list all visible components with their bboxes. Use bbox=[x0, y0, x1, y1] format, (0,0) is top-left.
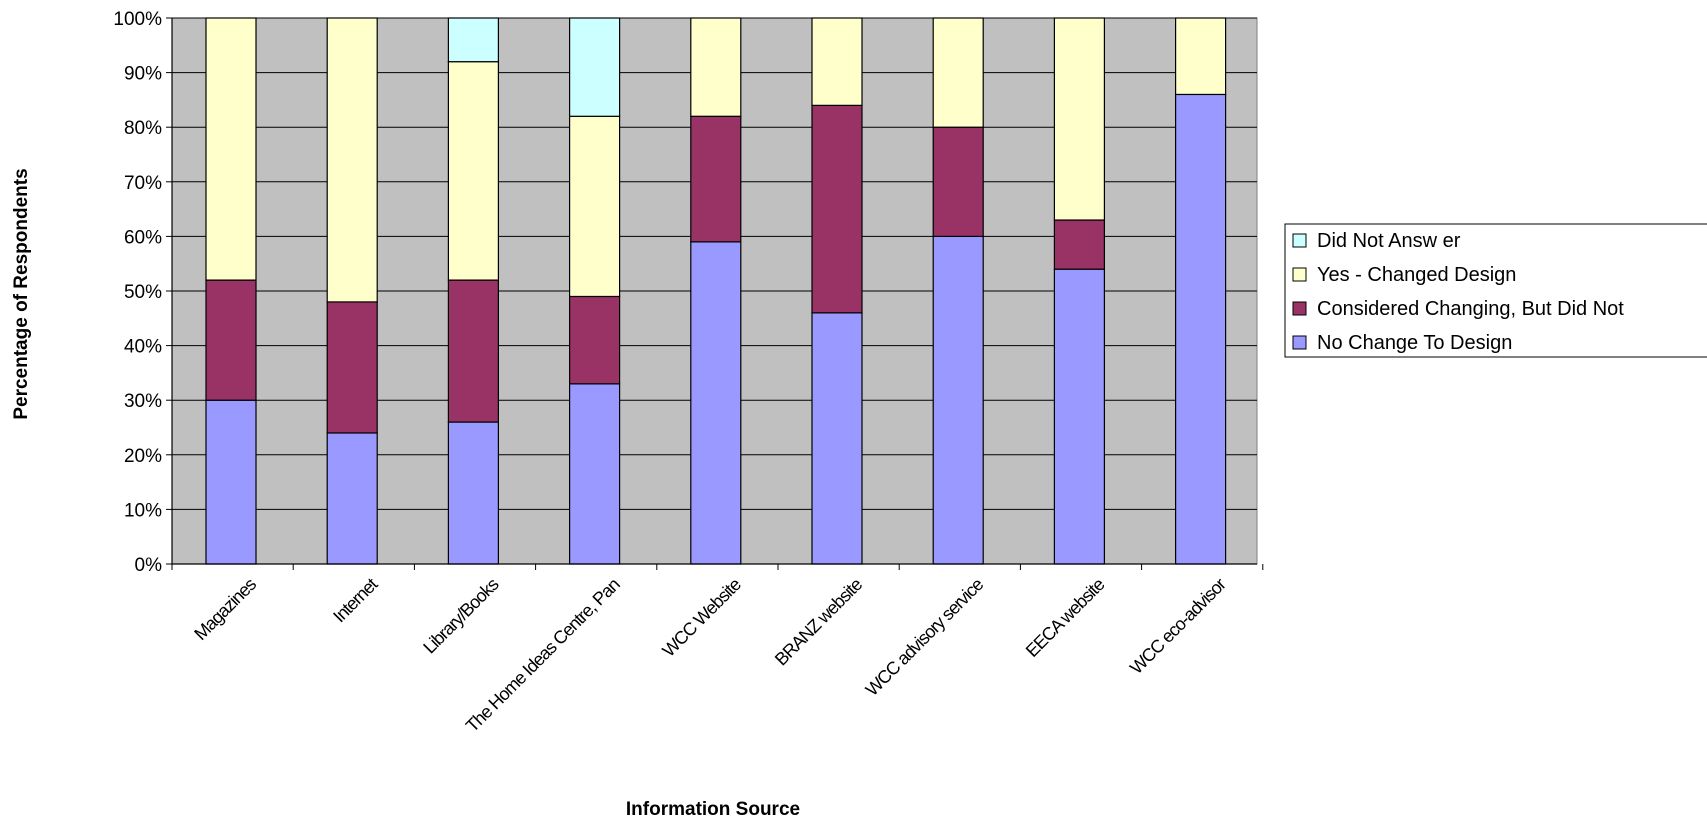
bar-segment bbox=[447, 17, 499, 63]
bar-segment bbox=[447, 279, 499, 423]
bar-segment bbox=[326, 432, 378, 565]
bar-segment bbox=[1174, 17, 1227, 96]
legend-swatch bbox=[1292, 335, 1307, 350]
y-tick-label: 90% bbox=[124, 64, 162, 85]
y-tick-label: 60% bbox=[124, 227, 162, 248]
y-tick-label: 40% bbox=[124, 337, 162, 358]
x-axis-title: Information Source bbox=[626, 799, 800, 819]
x-tick-label: EECA website bbox=[1022, 574, 1109, 661]
legend-label: Considered Changing, But Did Not bbox=[1317, 298, 1624, 320]
bar-segment bbox=[568, 115, 621, 298]
x-tick-label: WCC eco-advisor bbox=[1126, 574, 1230, 678]
bar-segment bbox=[932, 235, 984, 565]
legend-box bbox=[1284, 223, 1707, 358]
x-tick-label: Internet bbox=[329, 574, 381, 626]
y-tick-label: 80% bbox=[124, 118, 162, 139]
bar-segment bbox=[568, 383, 621, 565]
y-axis-tick-labels: 0% 10% 20% 30% 40% 50% 60% 70% 80% 90% 100% bbox=[113, 9, 172, 576]
bar-segment bbox=[1053, 219, 1106, 270]
legend: Did Not Answ er Yes - Changed Design Consi… bbox=[1284, 223, 1707, 358]
y-tick-label: 50% bbox=[124, 282, 162, 303]
bar-segment bbox=[1174, 93, 1227, 565]
x-tick-label: BRANZ website bbox=[771, 574, 866, 669]
legend-swatch bbox=[1292, 301, 1307, 316]
x-tick-label: WCC Website bbox=[658, 574, 745, 661]
legend-swatch bbox=[1292, 233, 1307, 248]
bar-segment bbox=[932, 17, 984, 128]
y-tick-label: 20% bbox=[124, 446, 162, 467]
y-tick-label: 0% bbox=[135, 555, 163, 576]
x-tick-label: Magazines bbox=[190, 574, 260, 644]
bar-segment bbox=[811, 17, 863, 106]
bar-segment bbox=[205, 279, 257, 401]
legend-label: Did Not Answ er bbox=[1317, 230, 1461, 252]
bar-segment bbox=[326, 17, 378, 303]
bar-segment bbox=[932, 126, 984, 237]
bar-segment bbox=[1053, 17, 1106, 221]
bar-segment bbox=[205, 399, 257, 565]
bar-segment bbox=[811, 104, 863, 314]
legend-label: Yes - Changed Design bbox=[1317, 264, 1516, 286]
bar-segment bbox=[447, 421, 499, 565]
x-tick-label: WCC advisory service bbox=[862, 574, 988, 700]
bar-segment bbox=[326, 301, 378, 434]
bar-segment bbox=[568, 17, 621, 117]
y-axis-title: Percentage of Respondents bbox=[11, 168, 32, 419]
y-tick-label: 30% bbox=[124, 391, 162, 412]
bar-segment bbox=[568, 295, 621, 385]
bar-segment bbox=[1053, 268, 1106, 565]
bar-segment bbox=[690, 241, 742, 565]
bar-segment bbox=[205, 17, 257, 281]
legend-swatch bbox=[1292, 267, 1307, 282]
bars bbox=[205, 17, 1227, 565]
bar-segment bbox=[811, 312, 863, 565]
bar-segment bbox=[690, 17, 742, 117]
y-tick-label: 10% bbox=[124, 500, 162, 521]
bar-segment bbox=[690, 115, 742, 243]
legend-label: No Change To Design bbox=[1317, 332, 1512, 354]
y-tick-label: 100% bbox=[113, 9, 162, 30]
y-tick-label: 70% bbox=[124, 173, 162, 194]
bar-segment bbox=[447, 61, 499, 281]
x-tick-label: Library/Books bbox=[419, 574, 502, 657]
